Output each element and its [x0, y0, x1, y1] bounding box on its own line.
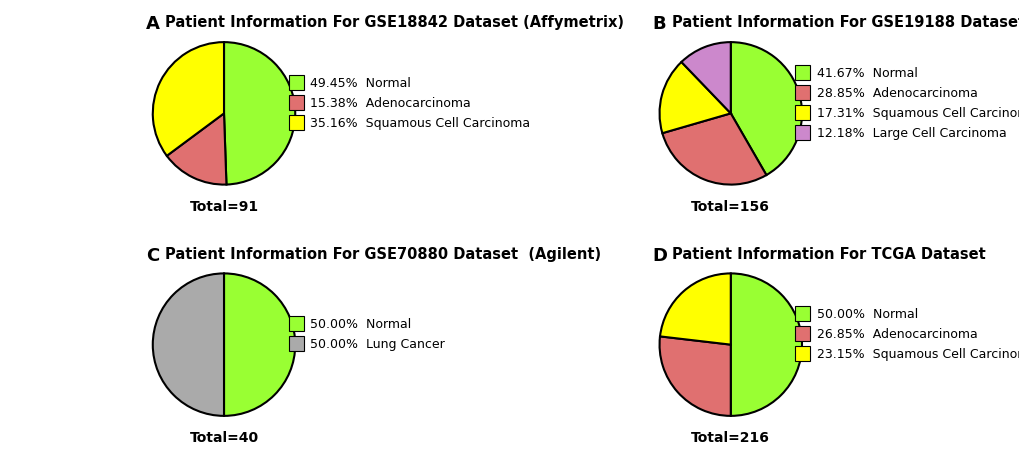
Text: 28.85%  Adenocarcinoma: 28.85% Adenocarcinoma: [816, 87, 977, 100]
FancyBboxPatch shape: [795, 106, 809, 121]
Text: 15.38%  Adenocarcinoma: 15.38% Adenocarcinoma: [310, 97, 471, 110]
Wedge shape: [730, 43, 801, 176]
Text: 49.45%  Normal: 49.45% Normal: [310, 77, 411, 90]
Text: 35.16%  Squamous Cell Carcinoma: 35.16% Squamous Cell Carcinoma: [310, 117, 530, 130]
Wedge shape: [661, 114, 765, 185]
FancyBboxPatch shape: [795, 126, 809, 141]
Text: Total=216: Total=216: [691, 430, 769, 444]
Text: D: D: [652, 246, 667, 264]
Text: 50.00%  Normal: 50.00% Normal: [816, 308, 917, 320]
Text: Patient Information For TCGA Dataset: Patient Information For TCGA Dataset: [672, 246, 985, 261]
Wedge shape: [730, 274, 801, 416]
Text: Patient Information For GSE19188 Dataset (Affymetrix): Patient Information For GSE19188 Dataset…: [672, 16, 1019, 30]
Wedge shape: [659, 336, 730, 416]
Text: 41.67%  Normal: 41.67% Normal: [816, 67, 917, 79]
Text: 26.85%  Adenocarcinoma: 26.85% Adenocarcinoma: [816, 328, 977, 341]
Text: A: A: [146, 16, 160, 34]
Wedge shape: [224, 43, 294, 185]
FancyBboxPatch shape: [288, 336, 304, 352]
Text: Total=156: Total=156: [691, 199, 769, 213]
Text: Total=40: Total=40: [190, 430, 259, 444]
Text: 23.15%  Squamous Cell Carcinoma: 23.15% Squamous Cell Carcinoma: [816, 347, 1019, 361]
Text: Patient Information For GSE70880 Dataset  (Agilent): Patient Information For GSE70880 Dataset…: [165, 246, 601, 261]
Text: 12.18%  Large Cell Carcinoma: 12.18% Large Cell Carcinoma: [816, 127, 1006, 140]
Wedge shape: [659, 274, 730, 345]
FancyBboxPatch shape: [795, 326, 809, 341]
Text: Total=91: Total=91: [190, 199, 259, 213]
Text: C: C: [146, 246, 159, 264]
FancyBboxPatch shape: [288, 96, 304, 111]
FancyBboxPatch shape: [288, 316, 304, 331]
Wedge shape: [681, 43, 730, 114]
FancyBboxPatch shape: [795, 66, 809, 81]
FancyBboxPatch shape: [288, 76, 304, 91]
FancyBboxPatch shape: [288, 116, 304, 131]
Wedge shape: [224, 274, 294, 416]
Text: Patient Information For GSE18842 Dataset (Affymetrix): Patient Information For GSE18842 Dataset…: [165, 16, 624, 30]
Text: 50.00%  Normal: 50.00% Normal: [310, 318, 412, 330]
Text: 50.00%  Lung Cancer: 50.00% Lung Cancer: [310, 337, 444, 351]
Wedge shape: [167, 114, 226, 185]
Wedge shape: [153, 274, 224, 416]
Wedge shape: [153, 43, 224, 157]
Wedge shape: [659, 63, 730, 134]
FancyBboxPatch shape: [795, 86, 809, 101]
Text: B: B: [652, 16, 665, 34]
FancyBboxPatch shape: [795, 347, 809, 362]
Text: 17.31%  Squamous Cell Carcinoma: 17.31% Squamous Cell Carcinoma: [816, 107, 1019, 120]
FancyBboxPatch shape: [795, 307, 809, 321]
